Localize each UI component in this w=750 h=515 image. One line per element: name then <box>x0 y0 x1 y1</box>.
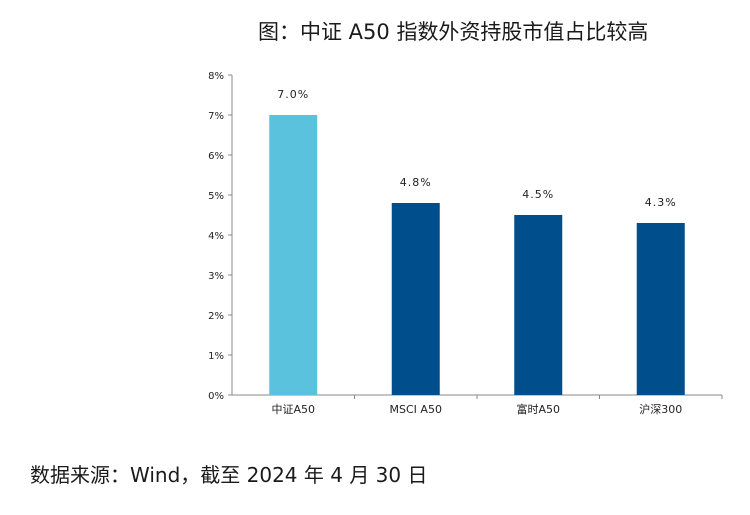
bar <box>391 203 440 395</box>
data-label: 4.3% <box>645 196 677 209</box>
source-note: 数据来源：Wind，截至 2024 年 4 月 30 日 <box>30 463 428 487</box>
data-label: 4.5% <box>522 188 554 201</box>
y-tick-label: 4% <box>208 231 224 242</box>
bar <box>269 115 318 395</box>
bar <box>636 223 685 395</box>
data-label: 7.0% <box>277 88 309 101</box>
x-tick-label: MSCI A50 <box>390 403 442 416</box>
y-tick-label: 3% <box>208 271 224 282</box>
y-tick-label: 0% <box>208 391 224 402</box>
x-tick-label: 富时A50 <box>516 402 560 416</box>
y-tick-label: 6% <box>208 151 224 162</box>
y-tick-label: 1% <box>208 351 224 362</box>
bar-chart: 0% 1% 2% 3% 4% 5% 6% 7% 8% 7.0% 中证A50 4.8% MSCI A50 4… <box>208 71 723 416</box>
data-label: 4.8% <box>400 176 432 189</box>
x-tick-label: 沪深300 <box>639 402 682 416</box>
y-tick-label: 7% <box>208 111 224 122</box>
bar <box>514 215 563 395</box>
y-tick-label: 8% <box>208 71 224 82</box>
y-tick-label: 2% <box>208 311 224 322</box>
chart-title: 图：中证 A50 指数外资持股市值占比较高 <box>258 20 649 44</box>
y-tick-label: 5% <box>208 191 224 202</box>
x-tick-label: 中证A50 <box>271 403 315 416</box>
